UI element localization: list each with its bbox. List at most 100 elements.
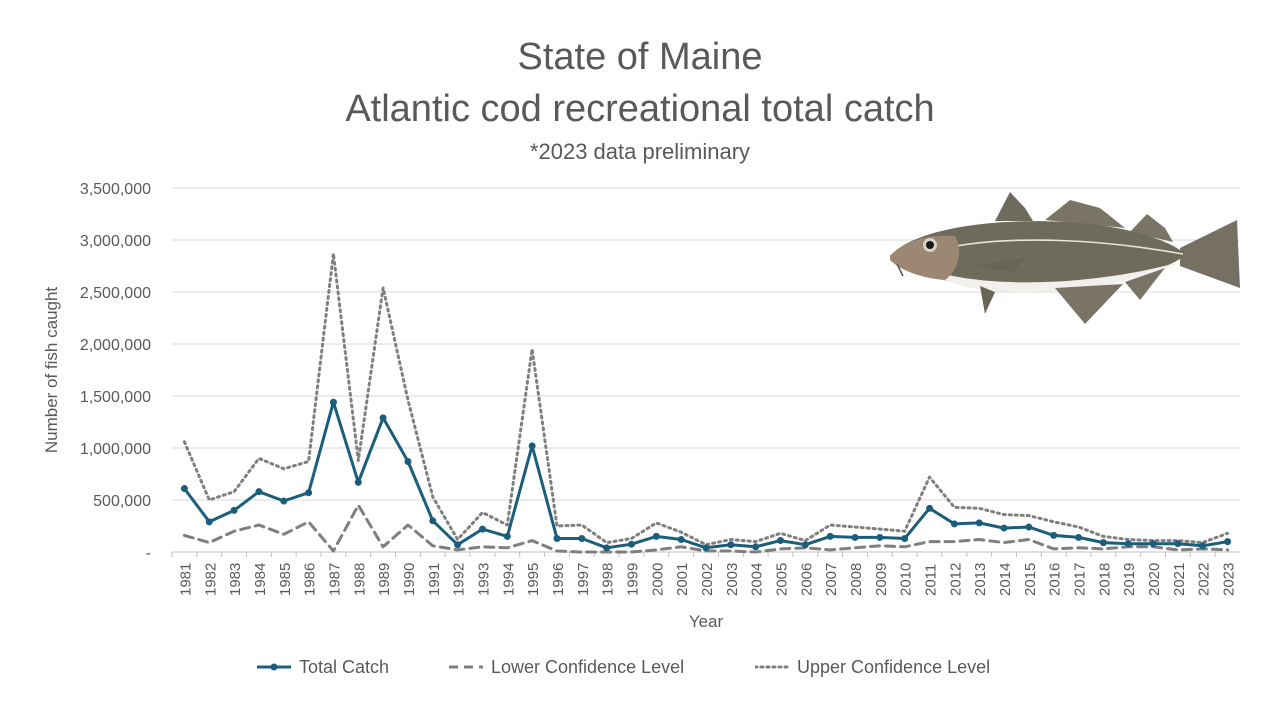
legend-label-lower-confidence: Lower Confidence Level <box>491 656 685 677</box>
y-tick-label: 3,500,000 <box>80 181 151 198</box>
total-catch-point <box>379 414 387 422</box>
x-tick-label: 1988 <box>351 563 368 596</box>
x-tick-label: 2013 <box>972 563 989 596</box>
total-catch-point <box>205 518 213 526</box>
total-catch-point <box>1174 540 1182 548</box>
total-catch-point <box>926 504 934 512</box>
x-tick-label: 2023 <box>1221 563 1238 596</box>
x-tick-label: 1999 <box>624 563 641 596</box>
total-catch-point <box>1149 540 1157 548</box>
x-tick-label: 2020 <box>1146 563 1163 596</box>
total-catch-point <box>1199 542 1207 550</box>
x-tick-label: 2007 <box>823 563 840 596</box>
x-tick-label: 1985 <box>277 563 294 596</box>
x-tick-label: 2019 <box>1121 563 1138 596</box>
chart-title-line2: Atlantic cod recreational total catch <box>345 88 935 130</box>
y-axis-ticks: - 500,000 1,000,000 1,500,000 2,000,000 2,500… <box>80 181 151 562</box>
x-tick-label: 2009 <box>873 563 890 596</box>
y-tick-label: 1,500,000 <box>80 389 151 406</box>
x-tick-label: 1998 <box>600 563 617 596</box>
total-catch-point <box>652 532 660 540</box>
x-tick-label: 2015 <box>1022 563 1039 596</box>
total-catch-point <box>851 533 859 541</box>
legend-item-lower-confidence: Lower Confidence Level <box>449 654 684 680</box>
x-tick-label: 1993 <box>475 563 492 596</box>
total-catch-point <box>553 534 561 542</box>
total-catch-point <box>876 533 884 541</box>
y-tick-label: 500,000 <box>93 493 151 510</box>
total-catch-point <box>354 478 362 486</box>
x-tick-label: 1983 <box>227 563 244 596</box>
total-catch-point <box>478 525 486 533</box>
total-catch-point <box>901 534 909 542</box>
x-tick-label: 1981 <box>177 563 194 596</box>
x-tick-label: 1982 <box>202 563 219 596</box>
chart-subtitle: *2023 data preliminary <box>529 139 751 164</box>
x-tick-label: 1995 <box>525 563 542 596</box>
x-axis-label: Year <box>689 612 724 631</box>
x-tick-label: 1994 <box>500 563 517 596</box>
x-tick-label: 2003 <box>724 563 741 596</box>
total-catch-point <box>1099 539 1107 547</box>
x-tick-label: 2018 <box>1096 563 1113 596</box>
legend-swatch-solid <box>257 663 291 671</box>
total-catch-point <box>180 485 188 493</box>
total-catch-point <box>280 497 288 505</box>
total-catch-point <box>454 541 462 549</box>
x-tick-label: 2005 <box>774 563 791 596</box>
total-catch-point <box>528 442 536 450</box>
legend-swatch-dotted <box>755 665 789 669</box>
x-tick-label: 2012 <box>947 563 964 596</box>
y-tick-label: 2,000,000 <box>80 337 151 354</box>
x-tick-label: 2022 <box>1196 563 1213 596</box>
total-catch-point <box>305 489 313 497</box>
x-tick-label: 1987 <box>326 563 343 596</box>
total-catch-point <box>627 540 635 548</box>
total-catch-point <box>975 519 983 527</box>
gridlines <box>172 187 1240 553</box>
total-catch-point <box>752 543 760 551</box>
chart-title-line1: State of Maine <box>517 36 763 78</box>
total-catch-point <box>404 458 412 466</box>
total-catch-point <box>1224 538 1232 546</box>
x-tick-label: 2002 <box>699 563 716 596</box>
atlantic-cod-illustration <box>890 192 1240 324</box>
y-tick-label: - <box>146 545 151 562</box>
x-tick-label: 2016 <box>1047 563 1064 596</box>
total-catch-point <box>702 544 710 552</box>
total-catch-point <box>1050 531 1058 539</box>
total-catch-point <box>329 398 337 406</box>
legend-label-total-catch: Total Catch <box>299 656 390 677</box>
total-catch-point <box>1075 533 1083 541</box>
legend-label-upper-confidence: Upper Confidence Level <box>797 656 991 677</box>
total-catch-point <box>230 506 238 514</box>
x-tick-label: 1989 <box>376 563 393 596</box>
legend-item-total-catch: Total Catch <box>257 654 389 680</box>
total-catch-point <box>255 488 263 496</box>
x-tick-label: 2006 <box>798 563 815 596</box>
x-tick-label: 1991 <box>426 563 443 596</box>
x-tick-label: 2001 <box>674 563 691 596</box>
x-tick-label: 1992 <box>451 563 468 596</box>
series-lines <box>180 252 1232 554</box>
total-catch-point <box>1025 523 1033 531</box>
y-tick-label: 2,500,000 <box>80 285 151 302</box>
total-catch-point <box>1000 524 1008 532</box>
y-tick-label: 1,000,000 <box>80 441 151 458</box>
x-tick-label: 2017 <box>1072 563 1089 596</box>
total-catch-point <box>801 541 809 549</box>
legend-item-upper-confidence: Upper Confidence Level <box>755 654 990 680</box>
y-axis-label: Number of fish caught <box>42 287 61 454</box>
total-catch-point <box>603 544 611 552</box>
x-tick-label: 2014 <box>997 563 1014 596</box>
x-tick-label: 1996 <box>550 563 567 596</box>
x-tick-label: 2021 <box>1171 563 1188 596</box>
legend: Total Catch Lower Confidence Level Upper… <box>0 654 1280 680</box>
total-catch-point <box>777 537 785 545</box>
legend-swatch-dashed <box>449 665 483 669</box>
x-tick-label: 2010 <box>898 563 915 596</box>
x-tick-label: 1986 <box>302 563 319 596</box>
total-catch-point <box>950 520 958 528</box>
x-tick-label: 1984 <box>252 563 269 596</box>
